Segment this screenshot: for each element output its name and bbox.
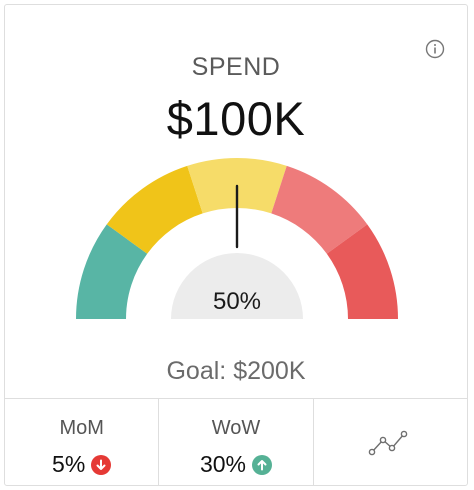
wow-value: 30%	[199, 451, 247, 477]
info-icon[interactable]	[425, 39, 445, 59]
arrow-down-icon	[91, 454, 112, 475]
line-chart-icon[interactable]	[368, 428, 412, 458]
arrow-up-icon	[252, 454, 273, 475]
mom-value: 5%	[52, 451, 86, 477]
goal-value: $200K	[233, 357, 306, 385]
wow-label: WoW	[211, 417, 261, 439]
stats-row: MoM 5% WoW 30%	[5, 398, 467, 486]
stat-trend[interactable]	[314, 399, 467, 486]
spend-card: SPEND $100K Goal: $200K MoM 5% WoW 30%	[4, 4, 468, 486]
card-title: SPEND	[191, 53, 281, 81]
spend-value: $100K	[166, 92, 306, 145]
goal-text: Goal: $200K	[5, 357, 467, 386]
mom-label: MoM	[59, 417, 104, 439]
gauge-percent-label: 50%	[212, 288, 262, 315]
goal-label: Goal:	[166, 357, 227, 385]
stat-wow[interactable]: WoW 30%	[159, 399, 314, 486]
stat-mom[interactable]: MoM 5%	[5, 399, 160, 486]
